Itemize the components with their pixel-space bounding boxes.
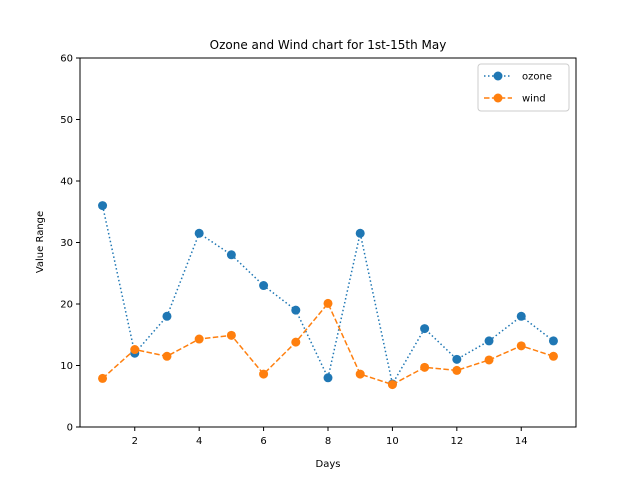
x-tick-label-6: 6 [260,436,266,447]
x-tick-label-2: 2 [132,436,138,447]
y-tick-label-0: 0 [67,423,73,434]
data-point-ozone-5 [226,250,236,260]
data-point-wind-5 [226,330,236,340]
x-tick-label-8: 8 [325,436,331,447]
legend-marker-ozone [493,71,503,81]
series-line-wind [102,301,554,386]
data-point-wind-6 [259,369,269,379]
data-point-ozone-9 [355,228,365,238]
y-tick-label-40: 40 [60,177,73,188]
data-point-ozone-11 [420,324,430,334]
legend-label-ozone: ozone [522,72,552,83]
x-tick-label-12: 12 [450,436,463,447]
data-point-ozone-12 [452,354,462,364]
data-point-ozone-1 [98,201,108,211]
data-point-ozone-7 [291,305,301,315]
legend: ozone wind [477,63,570,112]
legend-marker-wind [493,93,503,103]
data-point-ozone-8 [323,373,333,383]
data-point-wind-7 [291,337,301,347]
data-point-wind-4 [194,334,204,344]
data-point-wind-14 [516,341,526,351]
data-point-wind-13 [484,355,494,365]
y-tick-label-30: 30 [60,238,73,249]
data-point-ozone-3 [162,311,172,321]
legend-label-wind: wind [522,94,546,105]
y-tick-label-50: 50 [60,115,73,126]
data-point-ozone-6 [259,281,269,291]
data-point-wind-15 [548,351,558,361]
data-point-wind-3 [162,351,172,361]
x-tick-label-10: 10 [386,436,399,447]
x-axis-label: Days [316,459,341,470]
y-tick-label-20: 20 [60,300,73,311]
x-tick-label-4: 4 [196,436,202,447]
data-point-ozone-13 [484,336,494,346]
data-point-wind-8 [323,298,333,308]
y-axis-label: Value Range [35,211,46,273]
data-point-ozone-4 [194,228,204,238]
data-point-wind-1 [98,373,108,383]
y-tick-label-60: 60 [60,54,73,65]
chart-title: Ozone and Wind chart for 1st-15th May [210,38,447,52]
data-point-wind-12 [452,365,462,375]
y-tick-label-10: 10 [60,361,73,372]
data-point-ozone-14 [516,311,526,321]
plot-area: 2 4 6 8 10 12 14 0 10 20 30 40 50 60 [60,54,577,447]
data-point-wind-9 [355,369,365,379]
data-point-ozone-15 [548,336,558,346]
data-point-wind-11 [420,362,430,372]
x-tick-label-14: 14 [515,436,528,447]
data-point-wind-2 [130,345,140,355]
series-wind [98,298,558,390]
data-point-wind-10 [387,380,397,390]
